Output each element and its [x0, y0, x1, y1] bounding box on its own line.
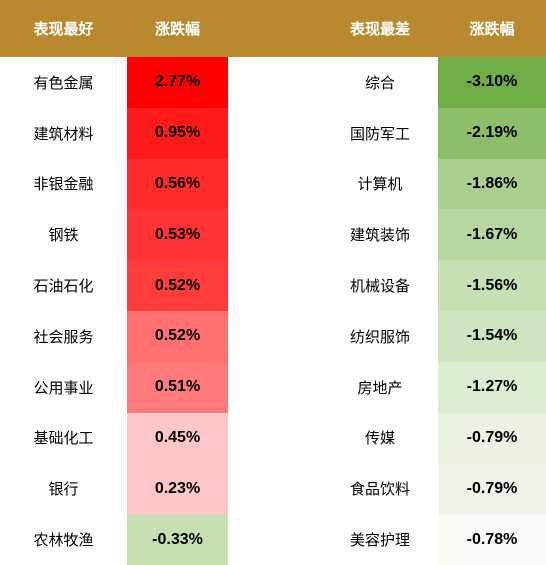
sector-cell: 社会服务	[33, 327, 94, 346]
change-cell: -0.79%	[438, 412, 546, 464]
sector-cell: 计算机	[357, 175, 403, 194]
header-cell: 表现最差	[322, 0, 438, 57]
change-cell: -1.27%	[438, 361, 546, 413]
sector-cell: 纺织服饰	[349, 327, 410, 346]
change-cell: -0.33%	[127, 514, 228, 565]
change-cell: 0.23%	[127, 463, 228, 515]
sector-cell: 非银金融	[33, 175, 94, 194]
sector-cell: 房地产	[357, 378, 403, 397]
change-cell: 0.52%	[127, 311, 228, 362]
change-cell: 0.95%	[127, 107, 228, 159]
change-cell: 0.52%	[127, 260, 228, 311]
header-cell: 涨跌幅	[438, 0, 546, 57]
change-cell: 0.51%	[127, 361, 228, 413]
sector-cell: 银行	[48, 480, 79, 499]
change-cell: -1.86%	[438, 158, 546, 210]
change-cell: -0.78%	[438, 514, 546, 565]
sector-cell: 农林牧渔	[33, 531, 94, 550]
header-cell: 表现最好	[0, 0, 127, 57]
sector-cell: 有色金属	[33, 73, 94, 92]
change-cell: 0.56%	[127, 158, 228, 210]
sector-cell: 机械设备	[349, 277, 410, 296]
sector-cell: 建筑装饰	[349, 226, 410, 245]
header-cell: 涨跌幅	[127, 0, 228, 57]
change-cell: 2.77%	[127, 57, 228, 108]
change-cell: -2.19%	[438, 107, 546, 159]
sector-cell: 石油石化	[33, 277, 94, 296]
change-cell: 0.45%	[127, 412, 228, 464]
sector-cell: 建筑材料	[33, 124, 94, 143]
change-cell: -1.56%	[438, 260, 546, 311]
sector-cell: 公用事业	[33, 378, 94, 397]
change-cell: -3.10%	[438, 57, 546, 108]
change-cell: -1.54%	[438, 311, 546, 362]
sector-cell: 传媒	[364, 429, 395, 448]
sector-cell: 国防军工	[349, 124, 410, 143]
sector-cell: 综合	[364, 73, 395, 92]
sector-cell: 美容护理	[349, 531, 410, 550]
change-cell: 0.53%	[127, 209, 228, 261]
sector-cell: 食品饮料	[349, 480, 410, 499]
sector-cell: 钢铁	[48, 226, 79, 245]
change-cell: -1.67%	[438, 209, 546, 261]
change-cell: -0.79%	[438, 463, 546, 515]
sector-cell: 基础化工	[33, 429, 94, 448]
